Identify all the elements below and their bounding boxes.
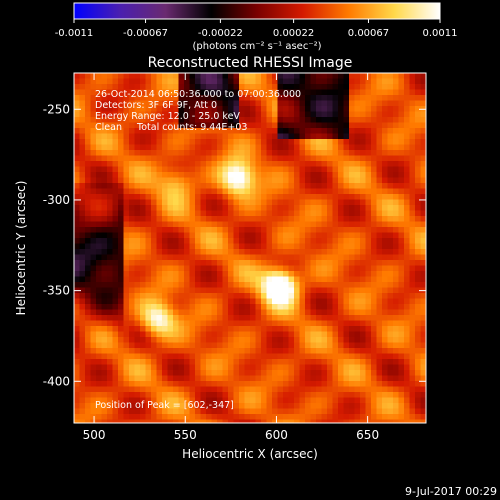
annotation-time-range: 26-Oct-2014 06:50:36.000 to 07:00:36.000 <box>95 89 301 100</box>
annotation-block: 26-Oct-2014 06:50:36.000 to 07:00:36.000… <box>95 89 301 133</box>
colorbar-tick-label: 0.00067 <box>348 28 389 39</box>
colorbar-tick-label: -0.00067 <box>123 28 168 39</box>
chart-title: Reconstructed RHESSI Image <box>148 55 353 71</box>
annotation-energy-range: Energy Range: 12.0 - 25.0 keV <box>95 111 240 122</box>
annotation-clean-counts: Clean Total counts: 9.44E+03 <box>95 122 247 133</box>
colorbar-tick-label: -0.0011 <box>55 28 94 39</box>
y-tick-label: -400 <box>43 374 70 388</box>
colorbar-tick-label: 0.0011 <box>423 28 458 39</box>
peak-position-label: Position of Peak = [602,-347] <box>95 400 234 411</box>
x-tick-label: 650 <box>356 428 379 442</box>
x-axis-label: Heliocentric X (arcsec) <box>182 447 318 461</box>
y-tick-label: -250 <box>43 102 70 116</box>
annotation-detectors: Detectors: 3F 6F 9F, Att 0 <box>95 100 217 111</box>
x-tick-label: 600 <box>265 428 288 442</box>
x-tick-label: 550 <box>174 428 197 442</box>
x-tick-label: 500 <box>83 428 106 442</box>
y-tick-label: -300 <box>43 193 70 207</box>
colorbar-gradient <box>73 2 441 20</box>
timestamp: 9-Jul-2017 00:29 <box>405 485 497 498</box>
colorbar: -0.0011 -0.00067 -0.00022 0.00022 0.00067 0.0… <box>55 2 458 52</box>
colorbar-tick-label: 0.00022 <box>273 28 314 39</box>
colorbar-units: (photons cm⁻² s⁻¹ asec⁻²) <box>192 41 321 52</box>
plot-frame <box>73 72 427 424</box>
y-tick-label: -350 <box>43 284 70 298</box>
colorbar-tick-label: -0.00022 <box>198 28 243 39</box>
plot-area: 500 550 600 650 -250 -300 -350 -400 26-Oct-2014… <box>43 72 427 442</box>
heatmap-image <box>74 73 426 423</box>
y-axis-label: Heliocentric Y (arcsec) <box>14 181 28 316</box>
